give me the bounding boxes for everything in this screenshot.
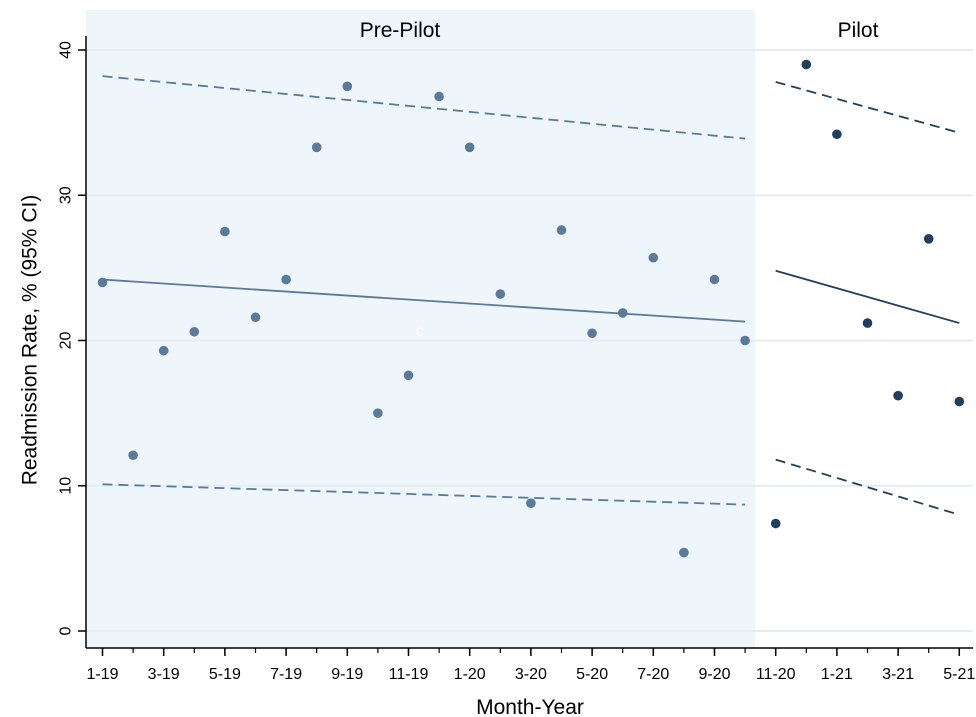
y-tick-label-30: 30 xyxy=(58,186,75,204)
pilot-point-4-21 xyxy=(923,234,934,244)
pre-pilot-point-10-20 xyxy=(740,335,750,346)
phase-title-pre-pilot: Pre-Pilot xyxy=(360,19,441,42)
x-tick-label-5-19: 5-19 xyxy=(209,666,241,683)
pre-pilot-ci-lower-line xyxy=(102,483,746,506)
y-axis-title: Readmission Rate, % (95% CI) xyxy=(19,195,42,486)
series-layer xyxy=(97,59,965,558)
pilot-point-3-21 xyxy=(893,390,903,401)
pre-pilot-point-4-19 xyxy=(189,326,200,337)
x-tick-label-1-21: 1-21 xyxy=(821,666,853,683)
ticks: 0 10 20 30 40 1-19 3-19 5-19 7-19 9-19 11-19 1-20 3-… xyxy=(58,41,976,683)
x-tick-label-7-20: 7-20 xyxy=(637,666,669,683)
pre-pilot-point-11-19 xyxy=(403,370,414,381)
x-tick-label-11-19: 11-19 xyxy=(389,666,429,683)
pre-pilot-point-6-19 xyxy=(250,312,261,323)
pre-pilot-point-2-20 xyxy=(495,289,506,299)
pre-pilot-point-3-20 xyxy=(526,498,536,508)
x-tick-label-5-20: 5-20 xyxy=(576,666,608,683)
pilot-point-1-21 xyxy=(832,129,842,140)
pre-pilot-point-2-19 xyxy=(128,450,138,461)
x-tick-label-9-19: 9-19 xyxy=(331,666,363,683)
y-tick-label-0: 0 xyxy=(58,626,75,635)
x-tick-label-3-19: 3-19 xyxy=(148,666,180,683)
pre-pilot-point-4-20 xyxy=(556,225,567,235)
annotation-c: c xyxy=(416,323,424,340)
pilot-point-2-21 xyxy=(862,318,873,328)
pre-pilot-point-9-20 xyxy=(709,274,720,285)
pre-pilot-point-5-19 xyxy=(220,226,230,237)
pre-pilot-point-3-19 xyxy=(158,345,169,356)
pre-pilot-point-6-20 xyxy=(617,308,628,318)
y-tick-label-10: 10 xyxy=(58,477,75,495)
x-tick-label-3-21: 3-21 xyxy=(882,666,914,683)
pilot-fit-line xyxy=(775,269,960,324)
x-tick-label-9-20: 9-20 xyxy=(698,666,730,683)
pre-pilot-point-9-19 xyxy=(342,81,353,92)
x-tick-label-5-21: 5-21 xyxy=(943,666,975,683)
grid-lines xyxy=(86,49,973,632)
axes xyxy=(85,36,973,649)
pre-pilot-point-5-20 xyxy=(587,328,597,339)
x-tick-label-1-20: 1-20 xyxy=(454,666,486,683)
pre-pilot-point-8-19 xyxy=(311,142,322,153)
pre-pilot-point-1-20 xyxy=(464,142,475,153)
pre-pilot-point-10-19 xyxy=(373,408,383,418)
pilot-point-11-20 xyxy=(770,518,781,529)
pre-pilot-point-1-19 xyxy=(97,277,108,288)
pilot-ci-lower-line xyxy=(775,458,960,516)
pre-pilot-point-8-20 xyxy=(679,547,689,558)
phase-title-pilot: Pilot xyxy=(838,19,879,42)
pre-pilot-point-7-19 xyxy=(281,274,291,285)
pre-pilot-point-7-20 xyxy=(648,252,659,263)
pilot-point-5-21 xyxy=(954,396,965,407)
y-tick-label-40: 40 xyxy=(58,41,75,59)
pilot-ci-upper-line xyxy=(775,81,960,134)
pre-pilot-fit-line xyxy=(102,278,746,323)
x-tick-label-11-20: 11-20 xyxy=(756,666,796,683)
pre-pilot-ci-upper-line xyxy=(102,75,746,140)
y-tick-label-20: 20 xyxy=(58,332,75,350)
pre-pilot-point-12-19 xyxy=(434,91,444,102)
pilot-point-12-20 xyxy=(801,59,812,70)
x-tick-label-3-20: 3-20 xyxy=(515,666,547,683)
x-axis-title: Month-Year xyxy=(476,696,584,717)
x-tick-label-1-19: 1-19 xyxy=(86,666,118,683)
x-tick-label-7-19: 7-19 xyxy=(270,666,302,683)
